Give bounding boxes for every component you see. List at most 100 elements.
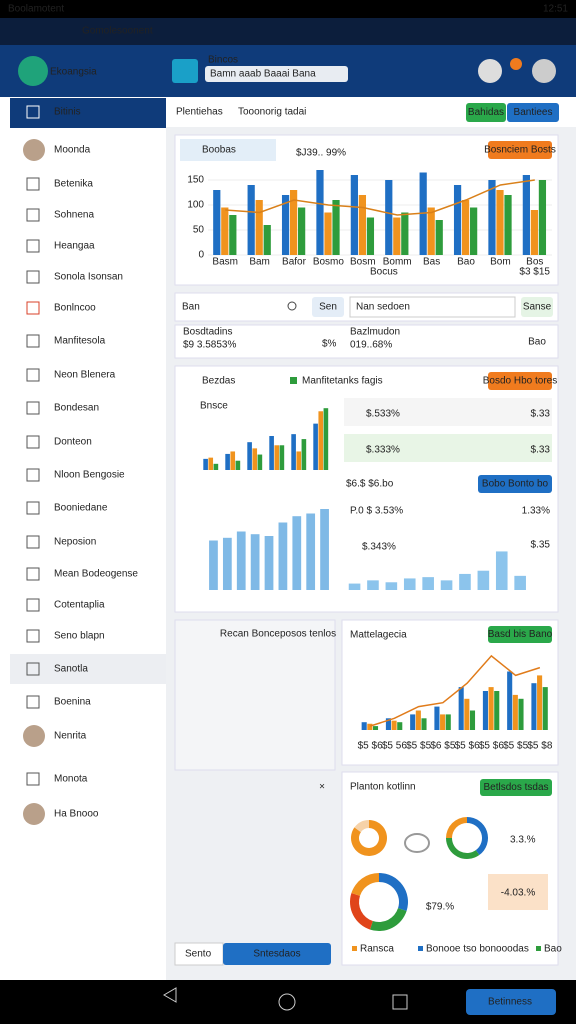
nav-item[interactable]: Bitinis	[54, 107, 81, 118]
sidebar	[0, 97, 166, 980]
avatar[interactable]	[478, 59, 502, 83]
bar	[350, 175, 358, 255]
nav-button[interactable]	[466, 989, 556, 1015]
nav-item[interactable]: Boenina	[54, 697, 91, 708]
button[interactable]	[312, 297, 344, 317]
button[interactable]	[521, 332, 553, 352]
bar	[458, 687, 464, 730]
bar	[289, 190, 298, 255]
button-label: Sntesdaos	[253, 949, 300, 960]
nav-item[interactable]: Nenrita	[54, 731, 87, 742]
bar	[213, 463, 219, 470]
status-time: 12:51	[543, 4, 568, 15]
nav-item[interactable]: Moonda	[54, 145, 91, 156]
home-icon[interactable]	[278, 993, 296, 1011]
row-value: $.33	[531, 445, 551, 456]
nav-icon	[26, 535, 40, 549]
nav-item[interactable]: Sohnena	[54, 210, 94, 221]
avatar[interactable]	[532, 59, 556, 83]
x-tick-label: Bom	[490, 257, 511, 268]
status-bar	[0, 0, 576, 18]
donut-segment	[370, 908, 407, 931]
donut-segment	[350, 893, 373, 930]
bar	[494, 691, 500, 730]
x-tick-label: $5 $5	[503, 741, 528, 752]
button[interactable]	[223, 943, 331, 965]
bar	[372, 726, 379, 730]
button-label: Bao	[528, 337, 546, 348]
x-tick-label: $5 $5	[406, 741, 431, 752]
value: $79.%	[426, 902, 454, 913]
recent-icon[interactable]	[392, 994, 408, 1010]
button[interactable]	[521, 297, 553, 317]
bar	[518, 698, 524, 730]
button-label: Bobo Bonto bo	[482, 479, 549, 490]
close-button[interactable]: ×	[319, 782, 325, 793]
nav-icon	[26, 567, 40, 581]
x-tick-label: $5 $6	[479, 741, 504, 752]
bar	[257, 454, 263, 470]
button[interactable]	[488, 626, 552, 643]
button[interactable]	[488, 372, 552, 390]
nav-icon	[26, 208, 40, 222]
nav-item[interactable]: Sanotla	[54, 664, 88, 675]
bar	[459, 573, 471, 590]
value: -4.03.%	[501, 888, 536, 899]
nav-item[interactable]: Bonlncoo	[54, 303, 96, 314]
nav-item[interactable]: Sonola Isonsan	[54, 272, 123, 283]
dropdown-label: Nan sedoen	[356, 302, 410, 313]
nav-item[interactable]: Monota	[54, 774, 88, 785]
nav-icon	[26, 270, 40, 284]
bar	[292, 516, 302, 590]
nav-item[interactable]: Ha Bnooo	[54, 809, 99, 820]
bar	[397, 722, 403, 730]
nav-item[interactable]: Manfitesola	[54, 336, 106, 347]
nav-item[interactable]: Booniedane	[54, 503, 108, 514]
back-icon[interactable]	[163, 987, 177, 1003]
nav-item[interactable]: Seno blapn	[54, 631, 105, 642]
stat-value: $%	[322, 339, 337, 350]
nav-icon	[26, 598, 40, 612]
nav-item[interactable]: Donteon	[54, 437, 92, 448]
bar	[440, 580, 453, 590]
dropdown[interactable]	[349, 296, 516, 318]
button[interactable]	[488, 141, 552, 159]
row-value: $.35	[531, 540, 551, 551]
nav-item[interactable]: Neposion	[54, 537, 96, 548]
donut-segment	[446, 817, 467, 838]
bar	[301, 439, 307, 470]
nav-icon	[26, 662, 40, 676]
button-label: Bosnciem Bosts	[484, 145, 556, 156]
button[interactable]	[507, 103, 559, 122]
nav-item[interactable]: Betenika	[54, 179, 93, 190]
chip-label: Boobas	[202, 145, 236, 156]
stats-row	[174, 324, 559, 359]
bar	[385, 718, 391, 730]
x-tick-label: Bomm	[383, 257, 412, 268]
x-label: Bocus	[370, 267, 398, 278]
nav-item[interactable]: Bondesan	[54, 403, 99, 414]
button-label: Bahidas	[468, 107, 504, 118]
bar	[221, 207, 229, 255]
button[interactable]	[480, 779, 552, 796]
bar	[291, 434, 296, 470]
stat-label: Bazlmudon	[350, 327, 400, 338]
bar	[281, 195, 290, 255]
nav-item[interactable]: Nloon Bengosie	[54, 470, 125, 481]
x-tick-label: Bafor	[282, 257, 307, 268]
bar	[461, 200, 470, 255]
bar	[542, 687, 548, 730]
bar	[445, 714, 451, 730]
button[interactable]	[478, 475, 552, 493]
nav-item[interactable]: Heangaa	[54, 241, 95, 252]
app-title: Gomolesoonent	[82, 26, 153, 37]
bar	[385, 180, 393, 255]
row-bg	[344, 398, 552, 426]
nav-item[interactable]: Neon Blenera	[54, 370, 116, 381]
nav-item[interactable]: Mean Bodeogense	[54, 569, 138, 580]
search-box[interactable]	[205, 66, 348, 82]
bar	[296, 451, 302, 470]
button[interactable]	[466, 103, 506, 122]
bar	[361, 722, 367, 730]
nav-item[interactable]: Cotentaplia	[54, 600, 105, 611]
